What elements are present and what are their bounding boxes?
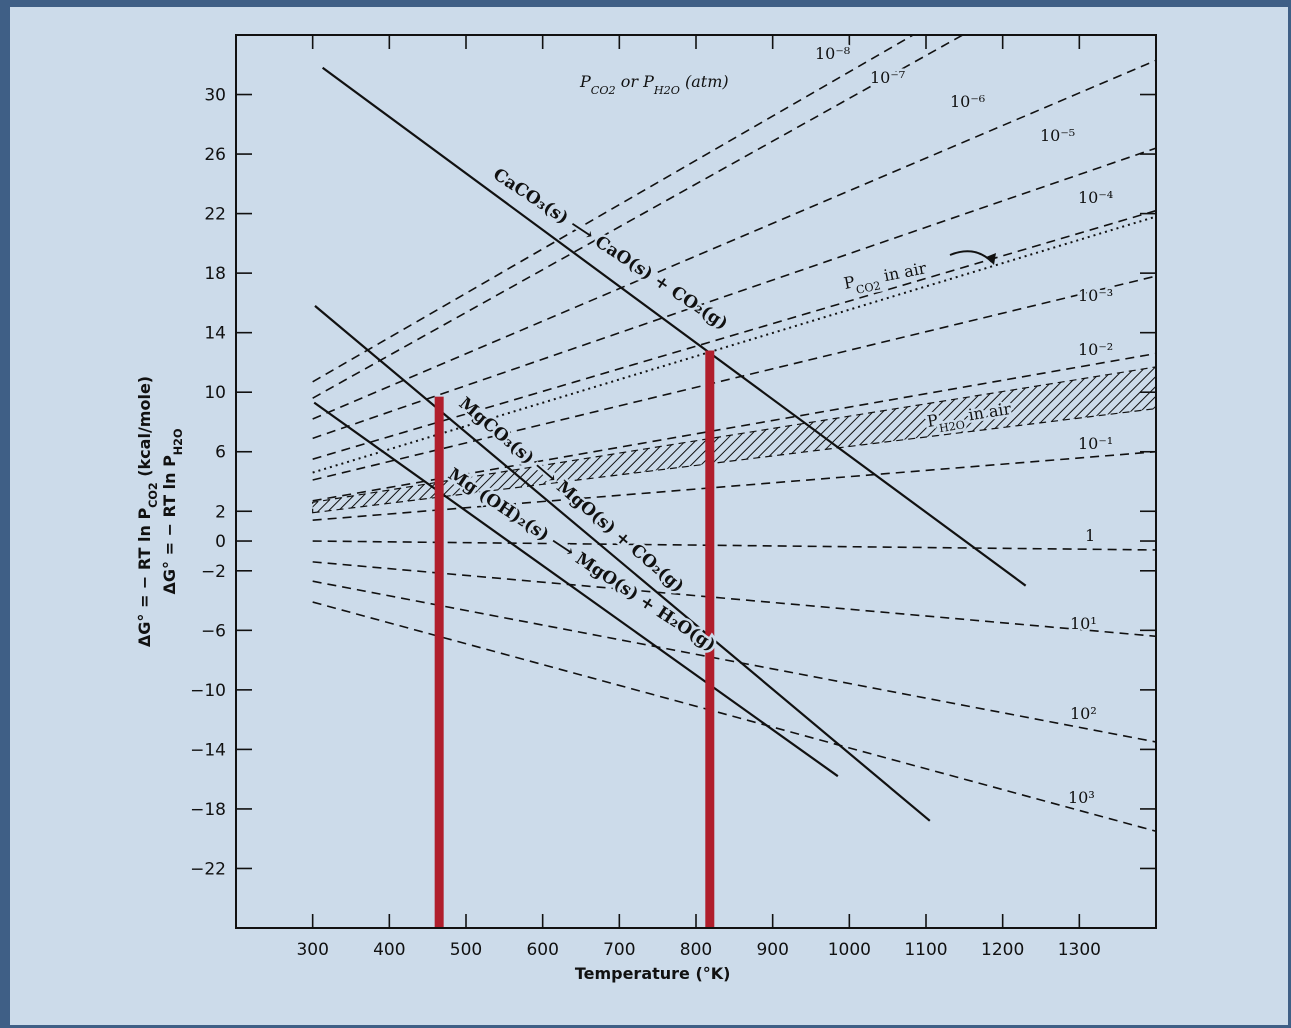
isobar-label: 10⁻⁴ [1078,188,1113,207]
isobar-label: 10⁻⁸ [815,44,850,63]
chart-svg: 300 400 500 600 700 800 900 1000 1100 1200 1300302… [135,34,1157,983]
pressure-header: PCO2 or PH2O (atm) [579,72,729,97]
y-tick-label: −22 [190,859,226,879]
y-tick-label: −6 [201,621,226,641]
x-tick-label: 800 [680,940,712,960]
isobar-label: 10⁻¹ [1078,434,1113,453]
x-tick-label: 900 [756,940,788,960]
isobar-line [312,540,1156,551]
x-tick-label: 1300 [1058,940,1101,960]
y-tick-label: −2 [201,562,226,582]
isobar-label: 10⁻³ [1078,286,1113,305]
x-tick-label: 400 [373,940,405,960]
isobar-line [312,147,1156,440]
isobar-label: 10³ [1068,788,1095,807]
y-tick-label: 30 [204,86,226,106]
co2-in-air-arrow-head [986,253,996,265]
y-tick-label: 26 [204,145,226,165]
chart-frame: 300 400 500 600 700 800 900 1000 1100 1200 1300 30 2… [10,7,1288,1025]
isobar-line [312,59,1156,420]
y-tick-label: 6 [215,443,226,463]
reaction-line [313,401,839,778]
isobar-label: 10² [1070,704,1097,723]
isobar-line [312,209,1156,460]
reaction-line [314,305,931,822]
co2-in-air-arrow [949,250,993,263]
isobar-label: 10⁻⁷ [870,68,905,87]
y-tick-label: 10 [204,383,226,403]
h2o-in-air-band [312,366,1156,514]
plot-frame [235,34,1157,929]
x-tick-label: 1100 [904,940,947,960]
isobar-line [312,450,1156,521]
y-tick-label: 2 [215,502,226,522]
co2-in-air-label: PCO2 in air [842,258,929,298]
red-marker-bar [434,396,444,929]
red-marker-bar [705,350,715,929]
y-tick-label: −10 [190,681,226,701]
y-tick-label: −18 [190,800,226,820]
y-axis-title-1: ΔG° = − RT ln PCO2 (kcal/mole) [135,376,160,647]
y-tick-label: 14 [204,324,226,344]
isobar-line [312,561,1156,638]
isobar-line [312,35,915,383]
reaction-line [321,66,1027,587]
y-tick-label: 18 [204,264,226,284]
isobar-line [312,601,1156,833]
x-axis-title: Temperature (°K) [575,964,731,983]
x-tick-label: 500 [450,940,482,960]
x-tick-label: 1200 [981,940,1024,960]
isobar-label: 10¹ [1070,614,1097,633]
isobar-label: 10⁻⁵ [1040,126,1075,145]
y-tick-label: 0 [215,532,226,552]
x-tick-label: 600 [526,940,558,960]
isobar-line [312,580,1156,743]
isobar-label: 1 [1085,526,1095,545]
isobar-label: 10⁻⁶ [950,92,985,111]
x-tick-label: 700 [603,940,635,960]
isobar-line [312,275,1156,481]
isobar-label: 10⁻² [1078,340,1113,359]
isobar-line [312,352,1156,502]
y-tick-label: −14 [190,740,226,760]
isobar-line [312,35,965,399]
x-tick-label: 1000 [828,940,871,960]
y-tick-label: 22 [204,205,226,225]
x-tick-label: 300 [296,940,328,960]
y-axis-title-2: ΔG° = − RT ln PH2O [160,429,185,595]
reaction-label: CaCO₃(s) ⟶ CaO(s) + CO₂(g) [489,164,731,334]
